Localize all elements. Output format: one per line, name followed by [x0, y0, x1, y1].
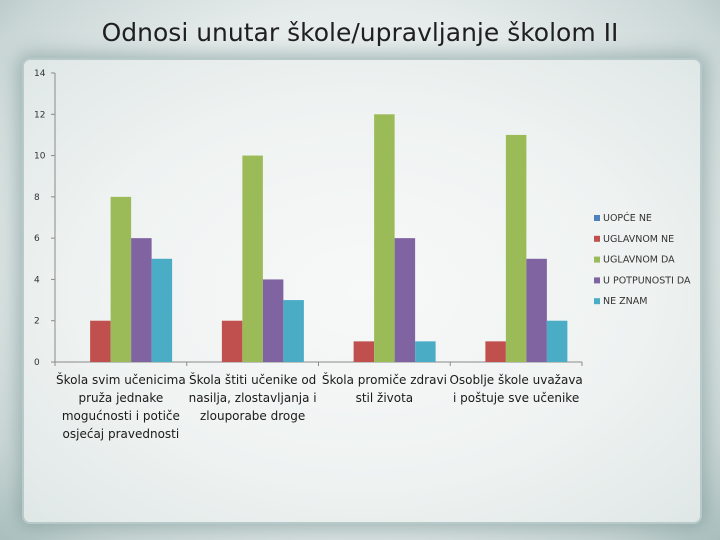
- y-tick-label: 4: [34, 275, 40, 285]
- bar-5-3: [415, 341, 436, 362]
- x-category-label: Škola svim učenicima pruža jednake mogućno…: [56, 372, 186, 441]
- y-tick-label: 8: [34, 193, 40, 203]
- x-category-label-line: Škola svim učenicima: [56, 372, 186, 387]
- bar-4-2: [262, 279, 284, 362]
- bar-5-4: [546, 320, 568, 362]
- category-labels: Škola svim učenicima pruža jednake mogućno…: [56, 372, 583, 441]
- bar-3-3: [374, 114, 395, 363]
- bar-2-2: [221, 320, 243, 362]
- x-category-label-line: zlouporabe droge: [200, 409, 305, 423]
- x-category-label-line: stil života: [356, 391, 414, 405]
- y-tick-label: 14: [34, 69, 46, 79]
- legend-swatch: [594, 277, 600, 284]
- bar-3-1: [110, 196, 132, 362]
- y-tick-label: 12: [34, 110, 45, 120]
- x-category-label-line: i poštuje sve učenike: [453, 391, 579, 405]
- x-category-label: Osoblje škole uvažava i poštuje sve učeni…: [449, 373, 582, 405]
- x-category-label: Škola štiti učenike od nasilja, zlostavlj…: [189, 372, 317, 423]
- x-category-label-line: Škola štiti učenike od: [189, 372, 316, 387]
- legend-swatch: [594, 298, 600, 305]
- x-category-label-line: Škola promiče zdravi: [322, 372, 447, 387]
- legend-label: NE ZNAM: [603, 296, 647, 307]
- chart-bars: [90, 114, 568, 363]
- legend-label: U POTPUNOSTI DA: [603, 275, 691, 286]
- x-category-label-line: pruža jednake: [78, 391, 163, 405]
- bar-3-4: [505, 134, 527, 362]
- chart-title: Odnosi unutar škole/upravljanje školom I…: [101, 18, 619, 47]
- chart-legend: UOPĆE NE UGLAVNOM NE UGLAVNOM DA U POTPUNOS…: [594, 212, 691, 307]
- y-tick-label: 2: [34, 317, 40, 327]
- legend-swatch: [594, 235, 600, 242]
- bar-5-2: [283, 300, 304, 362]
- bar-2-4: [485, 341, 506, 362]
- legend-swatch: [594, 256, 600, 263]
- x-category-label-line: Osoblje škole uvažava: [449, 373, 582, 387]
- legend-label: UGLAVNOM DA: [603, 255, 675, 266]
- x-category-label-line: nasilja, zlostavljanja i: [189, 391, 317, 405]
- legend-label: UGLAVNOM NE: [603, 234, 674, 245]
- bar-3-2: [242, 155, 263, 362]
- bar-4-3: [394, 238, 416, 362]
- y-tick-label: 0: [34, 358, 40, 368]
- y-tick-label: 10: [34, 152, 46, 162]
- bar-4-1: [131, 238, 152, 362]
- bar-4-4: [526, 258, 547, 362]
- x-category-label: Škola promiče zdravi stil života: [322, 372, 447, 405]
- legend-swatch: [594, 215, 600, 221]
- bar-5-1: [151, 258, 173, 362]
- x-category-label-line: osjećaj pravednosti: [63, 427, 180, 441]
- legend-label: UOPĆE NE: [603, 212, 652, 224]
- bar-2-3: [353, 341, 375, 362]
- y-tick-label: 6: [34, 234, 40, 244]
- x-category-label-line: mogućnosti i potiče: [62, 409, 180, 423]
- bar-2-1: [90, 320, 111, 362]
